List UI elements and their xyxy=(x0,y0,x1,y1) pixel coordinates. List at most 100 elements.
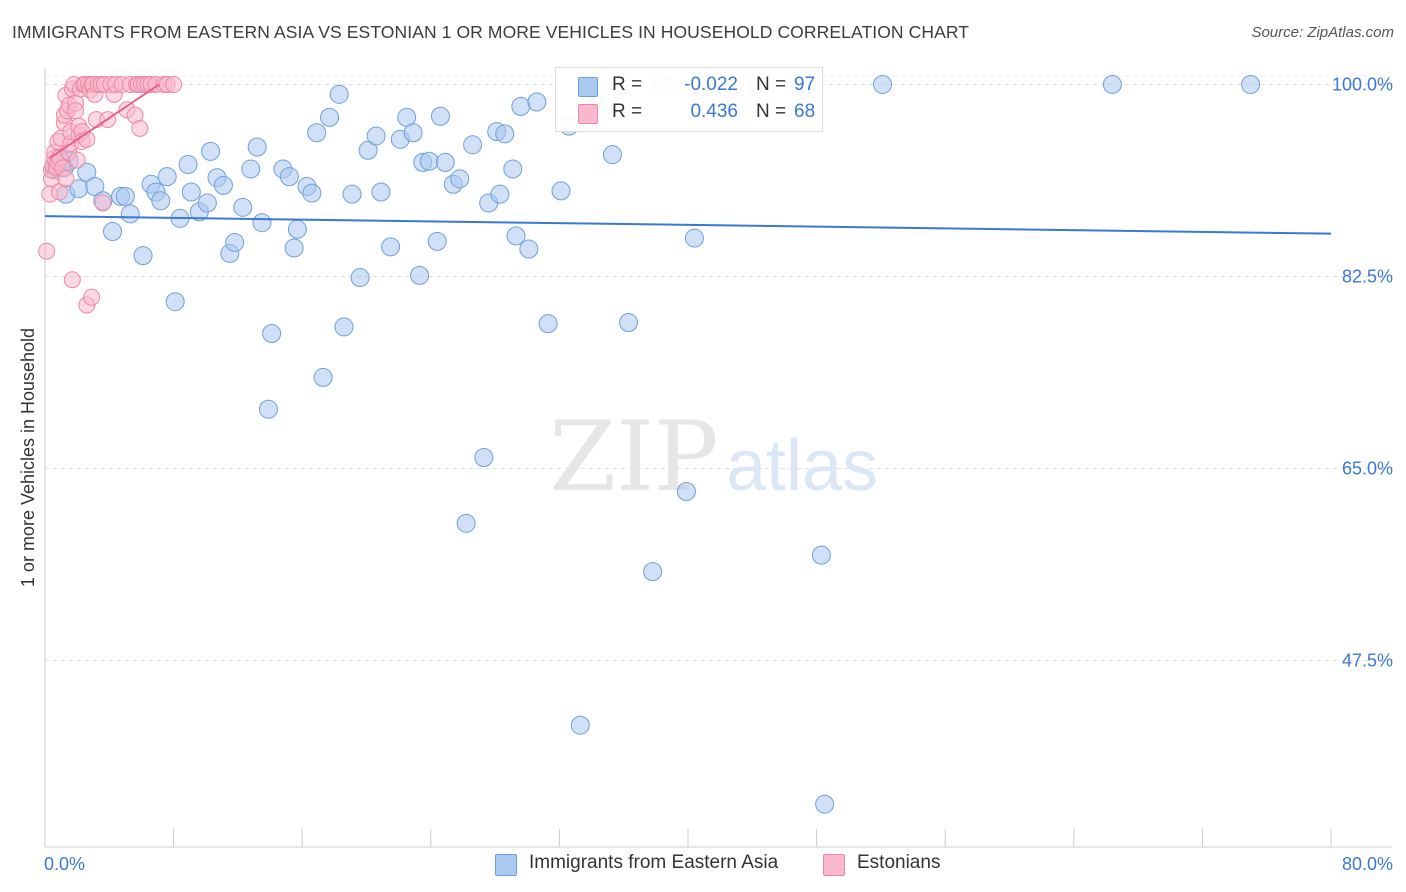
eastern-asia-point xyxy=(178,155,198,175)
chart-title: IMMIGRANTS FROM EASTERN ASIA VS ESTONIAN… xyxy=(12,22,970,42)
y-tick-label: 65.0% xyxy=(1342,458,1393,478)
eastern-asia-point xyxy=(77,162,97,182)
estonian-point xyxy=(67,102,85,120)
eastern-asia-point xyxy=(474,448,494,467)
eastern-asia-point xyxy=(287,219,307,239)
eastern-asia-point xyxy=(342,184,362,204)
blue-swatch xyxy=(495,854,517,876)
n-value: 97 xyxy=(794,74,816,95)
watermark-atlas: atlas xyxy=(726,426,878,506)
eastern-asia-point xyxy=(684,228,704,248)
eastern-asia-point xyxy=(85,176,105,196)
eastern-asia-point xyxy=(410,265,430,285)
eastern-asia-point xyxy=(503,159,523,179)
eastern-asia-point xyxy=(815,794,835,814)
eastern-asia-point xyxy=(676,482,696,502)
eastern-asia-point xyxy=(495,124,515,144)
eastern-asia-point xyxy=(403,123,423,143)
eastern-asia-point xyxy=(811,545,831,565)
eastern-asia-point xyxy=(115,186,135,206)
eastern-asia-point xyxy=(366,126,386,146)
estonian-point xyxy=(131,119,149,137)
stats-legend: R = -0.022 N = 97 R = 0.436 N = 68 xyxy=(555,67,823,132)
eastern-asia-point xyxy=(151,191,171,211)
eastern-asia-point xyxy=(463,135,483,155)
eastern-asia-point xyxy=(430,106,450,126)
eastern-asia-point xyxy=(419,151,439,171)
eastern-asia-point xyxy=(435,152,455,172)
eastern-asia-point xyxy=(241,159,261,179)
estonian-point xyxy=(38,242,56,260)
eastern-asia-point xyxy=(602,145,622,165)
eastern-asia-point xyxy=(258,399,278,419)
eastern-asia-point xyxy=(103,221,123,241)
estonian-point xyxy=(68,151,86,169)
eastern-asia-point xyxy=(551,181,571,201)
eastern-asia-point xyxy=(225,232,245,252)
eastern-asia-point xyxy=(527,92,547,112)
eastern-asia-point xyxy=(133,246,153,266)
n-label: N = xyxy=(756,101,787,122)
eastern-asia-point xyxy=(279,167,299,187)
eastern-asia-point xyxy=(456,513,476,533)
x-tick-label: 0.0% xyxy=(44,854,85,874)
eastern-asia-point xyxy=(165,292,185,312)
eastern-asia-point xyxy=(358,140,378,160)
eastern-asia-point xyxy=(371,182,391,202)
pink-swatch xyxy=(578,104,598,124)
eastern-asia-point xyxy=(302,183,322,203)
source-label: Source: ZipAtlas.com xyxy=(1251,24,1394,41)
y-tick-label: 82.5% xyxy=(1342,266,1393,286)
pink-swatch xyxy=(823,854,845,876)
eastern-asia-point xyxy=(252,213,272,233)
eastern-asia-point xyxy=(427,231,447,251)
r-label: R = xyxy=(612,74,643,95)
eastern-asia-trendline xyxy=(44,215,1332,235)
eastern-asia-point xyxy=(307,123,327,143)
legend-label: Immigrants from Eastern Asia xyxy=(529,852,779,873)
eastern-asia-point xyxy=(538,314,558,334)
eastern-asia-point xyxy=(511,96,531,116)
r-label: R = xyxy=(612,101,643,122)
eastern-asia-point xyxy=(320,107,340,127)
eastern-asia-point xyxy=(233,197,253,217)
eastern-asia-point xyxy=(197,193,217,213)
eastern-asia-point xyxy=(519,239,539,259)
y-axis-label: 1 or more Vehicles in Household xyxy=(18,328,38,587)
y-tick-label: 47.5% xyxy=(1342,650,1393,670)
estonian-point xyxy=(94,194,112,212)
eastern-asia-point xyxy=(213,175,233,195)
estonian-point xyxy=(165,75,183,93)
r-value: 0.436 xyxy=(690,101,738,122)
eastern-asia-point xyxy=(643,562,663,582)
series-legend: Immigrants from Eastern Asia Estonians xyxy=(0,852,1406,878)
estonian-point xyxy=(83,288,101,306)
estonian-point xyxy=(57,170,75,188)
y-tick-label: 100.0% xyxy=(1332,74,1393,94)
eastern-asia-point xyxy=(350,268,370,288)
eastern-asia-point xyxy=(313,367,333,387)
eastern-asia-point xyxy=(873,74,893,94)
n-value: 68 xyxy=(794,101,816,122)
eastern-asia-point xyxy=(284,238,304,258)
blue-swatch xyxy=(578,77,598,97)
eastern-asia-point xyxy=(334,317,354,337)
n-label: N = xyxy=(756,74,787,95)
eastern-asia-point xyxy=(262,324,282,344)
eastern-asia-point xyxy=(570,715,590,735)
eastern-asia-point xyxy=(381,237,401,257)
eastern-asia-point xyxy=(120,204,140,224)
eastern-asia-point xyxy=(450,169,470,189)
eastern-asia-point xyxy=(329,84,349,104)
estonian-trendline xyxy=(49,83,160,159)
eastern-asia-point xyxy=(247,137,267,157)
eastern-asia-point xyxy=(490,184,510,204)
eastern-asia-point xyxy=(157,167,177,187)
eastern-asia-point xyxy=(201,141,221,161)
eastern-asia-point xyxy=(181,182,201,202)
x-tick-label: 80.0% xyxy=(1342,854,1393,874)
eastern-asia-point xyxy=(1102,74,1122,94)
eastern-asia-point xyxy=(619,313,639,333)
eastern-asia-point xyxy=(506,226,526,246)
